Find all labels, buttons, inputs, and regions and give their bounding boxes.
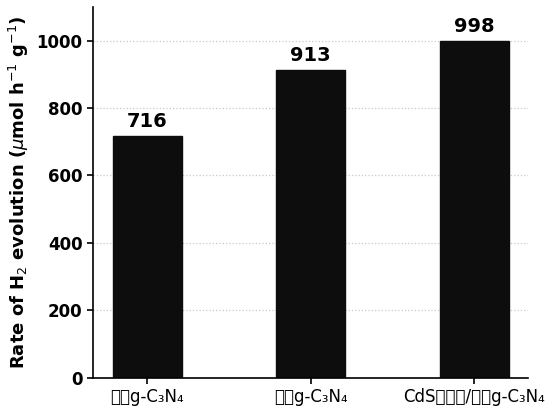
Bar bbox=[440, 41, 509, 377]
Text: 716: 716 bbox=[127, 112, 168, 131]
Bar bbox=[113, 136, 181, 377]
Bar bbox=[276, 70, 345, 377]
Text: 913: 913 bbox=[290, 46, 331, 65]
Y-axis label: Rate of H$_2$ evolution ($\mu$mol h$^{-1}$ g$^{-1}$): Rate of H$_2$ evolution ($\mu$mol h$^{-1… bbox=[7, 16, 31, 369]
Text: 998: 998 bbox=[454, 17, 494, 36]
